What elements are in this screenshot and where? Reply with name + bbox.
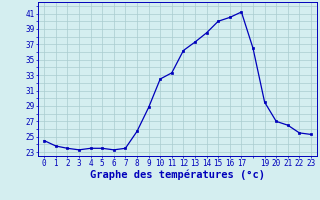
X-axis label: Graphe des températures (°c): Graphe des températures (°c) <box>90 170 265 180</box>
